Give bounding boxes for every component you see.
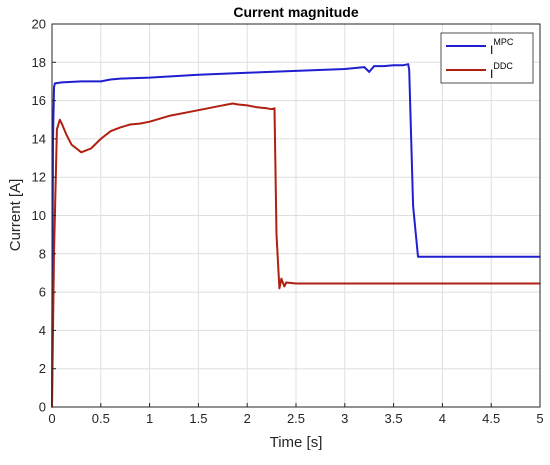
series-point-ddc-17 [217, 105, 219, 108]
x-tick-label-8: 4 [439, 411, 446, 426]
x-tick-label-2: 1 [146, 411, 153, 426]
series-point-ddc-8 [90, 147, 92, 150]
x-tick-label-6: 3 [341, 411, 348, 426]
x-tick-label-1: 0.5 [92, 411, 110, 426]
y-tick-label-6: 12 [32, 170, 46, 185]
x-tick-label-3: 1.5 [189, 411, 207, 426]
series-point-ddc-3 [59, 119, 61, 121]
series-point-ddc-29 [285, 281, 288, 284]
series-point-mpc-19 [402, 64, 405, 66]
x-tick-label-9: 4.5 [482, 411, 500, 426]
series-point-ddc-32 [392, 282, 395, 285]
legend-label-mpc-sup: MPC [493, 37, 514, 47]
series-point-mpc-8 [119, 77, 122, 80]
series-point-ddc-2 [56, 128, 58, 131]
series-point-ddc-22 [265, 107, 268, 110]
series-point-ddc-25 [275, 233, 278, 236]
legend: IMPC IDDC [440, 32, 534, 84]
series-point-ddc-10 [109, 130, 112, 132]
series-point-mpc-11 [246, 72, 248, 74]
series-point-ddc-19 [236, 103, 239, 106]
x-tick-label-5: 2.5 [287, 411, 305, 426]
legend-label-mpc-base: I [490, 43, 493, 57]
series-point-mpc-22 [412, 205, 414, 207]
x-tick-label-0: 0 [48, 411, 55, 426]
series-point-mpc-6 [100, 80, 102, 83]
series-point-ddc-6 [70, 143, 73, 146]
x-tick-label-10: 5 [536, 411, 543, 426]
series-point-mpc-18 [392, 64, 395, 66]
series-point-mpc-2 [53, 86, 55, 88]
series-point-mpc-12 [295, 70, 297, 72]
legend-box [440, 32, 534, 84]
y-tick-label-0: 0 [39, 400, 46, 415]
series-point-ddc-13 [139, 122, 141, 125]
series-point-mpc-15 [368, 71, 371, 73]
series-point-mpc-20 [407, 63, 410, 65]
series-point-mpc-5 [80, 80, 83, 83]
y-tick-label-4: 8 [39, 246, 46, 261]
y-tick-label-3: 6 [39, 285, 46, 300]
series-point-ddc-16 [197, 109, 200, 111]
series-point-mpc-17 [383, 65, 385, 67]
series-point-mpc-3 [54, 82, 56, 85]
series-point-ddc-12 [129, 123, 131, 126]
x-axis-label: Time [s] [270, 434, 323, 451]
series-point-mpc-23 [417, 255, 419, 258]
series-point-mpc-16 [373, 65, 375, 67]
y-tick-label-8: 16 [32, 93, 46, 108]
series-point-mpc-7 [109, 78, 112, 81]
series-point-ddc-7 [80, 151, 83, 154]
series-point-ddc-20 [246, 104, 248, 107]
y-tick-label-1: 2 [39, 361, 46, 376]
series-point-mpc-13 [344, 68, 346, 70]
series-point-ddc-18 [231, 102, 234, 105]
series-point-mpc-24 [441, 255, 444, 258]
series-point-mpc-9 [148, 76, 151, 79]
chart-title: Current magnitude [233, 4, 358, 20]
legend-label-ddc-base: I [490, 67, 493, 81]
series-point-ddc-9 [100, 138, 102, 140]
series-point-ddc-5 [65, 134, 68, 136]
series-point-ddc-15 [168, 115, 170, 117]
series-point-ddc-34 [490, 282, 493, 285]
y-tick-label-9: 18 [32, 55, 46, 70]
series-point-ddc-21 [256, 106, 258, 109]
series-point-ddc-33 [441, 282, 444, 285]
y-tick-label-10: 20 [32, 17, 46, 32]
series-point-mpc-25 [490, 255, 493, 258]
series-line-ddc [51, 102, 540, 408]
series-point-ddc-26 [278, 287, 281, 290]
y-tick-label-5: 10 [32, 208, 46, 223]
y-tick-label-2: 4 [39, 323, 46, 338]
x-tick-label-7: 3.5 [385, 411, 403, 426]
series-point-ddc-27 [280, 277, 283, 280]
series-point-ddc-14 [148, 120, 151, 123]
y-tick-label-7: 14 [32, 131, 46, 146]
series-point-mpc-14 [363, 66, 366, 68]
series-point-ddc-31 [344, 282, 346, 285]
series-point-mpc-4 [61, 81, 63, 84]
series-point-ddc-11 [119, 126, 122, 129]
series-point-ddc-24 [273, 107, 276, 110]
x-tick-label-4: 2 [244, 411, 251, 426]
series-point-ddc-23 [270, 108, 273, 110]
series-point-mpc-10 [197, 73, 200, 76]
y-axis-label: Current [A] [7, 179, 24, 252]
legend-label-ddc: IDDC [490, 61, 513, 81]
series-point-ddc-4 [61, 122, 63, 125]
legend-label-ddc-sup: DDC [493, 61, 513, 71]
series-point-ddc-28 [283, 285, 286, 288]
series-layer [51, 63, 541, 408]
legend-label-mpc: IMPC [490, 37, 514, 57]
series-point-mpc-21 [408, 69, 411, 71]
ticks: 0 0.5 1 1.5 2 2.5 3 3.5 4 4.5 5 0 2 4 6 8 10 12 14 16 18 20 [32, 17, 544, 427]
series-point-ddc-30 [295, 282, 297, 285]
